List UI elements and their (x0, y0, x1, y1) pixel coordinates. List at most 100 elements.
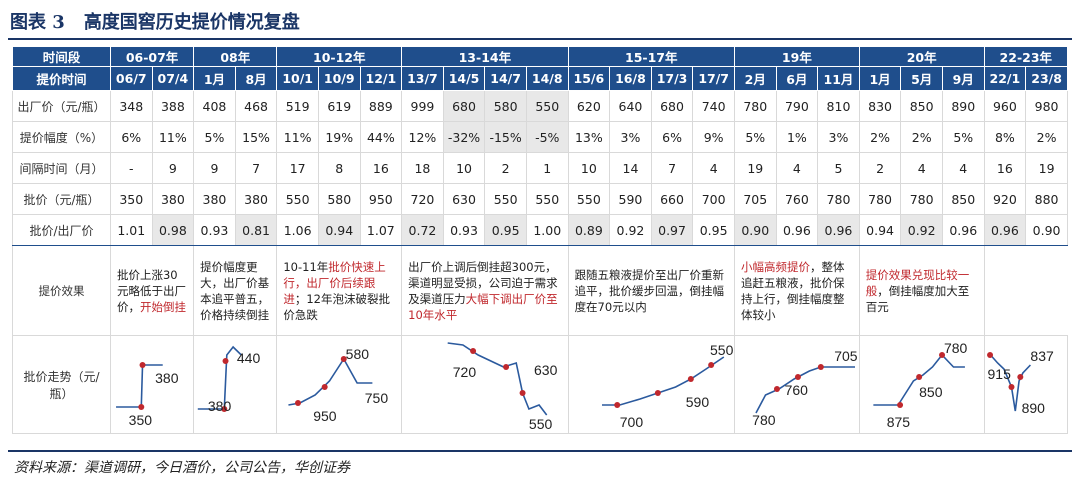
period-header-cell: 15-17年 (567, 46, 735, 67)
trend-point (503, 363, 510, 370)
trend-value-label: 890 (1021, 400, 1045, 416)
trend-line (873, 353, 965, 406)
trend-point (470, 347, 477, 354)
period-header-cell: 20年 (858, 46, 985, 67)
table-cell: 0.93 (442, 214, 486, 246)
table-cell: 630 (442, 183, 486, 215)
trend-line (447, 341, 548, 415)
table-cell: 0.96 (775, 214, 819, 246)
table-row: 批价（元/瓶） 350 380 380 380 550 580 950 720 630 550 550… (12, 183, 1068, 215)
trend-line (987, 351, 1031, 411)
effect-row: 提价效果 批价上涨30元略低于出厂价，开始倒挂 提价幅度更大，出厂价基本追平普五，… (12, 245, 1068, 336)
table-cell: 780 (733, 90, 777, 122)
trend-point (794, 373, 801, 380)
table-cell: 780 (858, 183, 902, 215)
price-history-table: 时间段 06-07年 08年 10-12年 13-14年 15-17年 19年 20年 22-… (12, 46, 1069, 434)
trend-point (222, 357, 229, 364)
table-cell: 8% (983, 121, 1027, 153)
table-cell: 16 (359, 152, 403, 184)
effect-text-red: 批价快速上行，出厂价后续跟进 (283, 259, 386, 306)
table-cell: 890 (941, 90, 985, 122)
effect-cell: 提价幅度更大，出厂价基本追平普五，价格持续倒挂 (193, 245, 278, 336)
date-header-cell: 22/1 (983, 66, 1027, 91)
table-cell: 15% (234, 121, 278, 153)
trend-value-label: 550 (529, 416, 553, 432)
row-label: 批价（元/瓶） (12, 183, 111, 215)
trend-point (1008, 383, 1015, 390)
date-header-cell: 17/7 (692, 66, 735, 91)
trend-point (773, 385, 780, 392)
date-header-cell: 15/6 (567, 66, 611, 91)
table-cell: 720 (401, 183, 444, 215)
table-cell: 44% (359, 121, 403, 153)
trend-line (288, 356, 373, 406)
table-cell: 1% (775, 121, 819, 153)
trend-cell: 350 380 (109, 335, 195, 434)
table-cell: 0.93 (193, 214, 236, 246)
trend-cell: 720 630 550 (401, 335, 569, 434)
table-cell: 19 (1025, 152, 1068, 184)
effect-text-red: 开始倒挂 (139, 299, 186, 314)
period-header-cell: 06-07年 (109, 46, 195, 67)
trend-value-label: 720 (453, 364, 477, 380)
table-cell: 0.96 (983, 214, 1027, 246)
trend-point (654, 389, 661, 396)
effect-text-pre: 10-11年 (283, 259, 329, 274)
trend-point (938, 351, 945, 358)
table-row: 出厂价（元/瓶） 348 388 408 468 519 619 889 999 680 580 55… (12, 90, 1068, 122)
table-cell: 17 (276, 152, 319, 184)
trend-cell: 700 590 550 (567, 335, 735, 434)
table-cell: 740 (692, 90, 735, 122)
date-header-cell: 14/8 (525, 66, 569, 91)
date-header-cell: 07/4 (151, 66, 195, 91)
trend-point (139, 361, 146, 368)
price-trend-sparkline: 700 590 550 (601, 342, 734, 430)
table-cell: 0.81 (234, 214, 278, 246)
date-header-cell: 2月 (733, 66, 777, 91)
table-row: 批价/出厂价 1.01 0.98 0.93 0.81 1.06 0.94 1.07 0.72 0.… (12, 214, 1068, 246)
table-cell: - (109, 152, 153, 184)
trend-line (601, 355, 724, 406)
row-label: 间隔时间（月） (12, 152, 111, 184)
trend-row-label: 批价走势（元/瓶） (12, 335, 111, 434)
figure-title-text: 高度国窖历史提价情况复盘 (83, 12, 300, 33)
trend-value-label: 440 (237, 350, 261, 366)
table-cell: 550 (276, 183, 319, 215)
price-trend-sparkline: 380 440 (197, 345, 261, 414)
effect-text-post: ；12年泡沫破裂批价急跌 (283, 291, 390, 322)
row-label: 提价幅度（%） (12, 121, 111, 153)
trend-cell: 780 760 705 (733, 335, 860, 434)
table-cell: 0.95 (484, 214, 527, 246)
table-cell: 0.92 (609, 214, 652, 246)
table-cell: 12% (401, 121, 444, 153)
figure-title-prefix: 图表 3 (10, 12, 66, 33)
table-cell: 0.97 (650, 214, 694, 246)
trend-point (341, 355, 348, 362)
table-cell: 680 (650, 90, 694, 122)
table-cell: 660 (650, 183, 694, 215)
table-cell: 10 (567, 152, 611, 184)
table-cell: 619 (317, 90, 361, 122)
table-cell: 5% (941, 121, 985, 153)
trend-point (1016, 373, 1023, 380)
date-header-cell: 16/8 (609, 66, 652, 91)
effect-cell: 10-11年批价快速上行，出厂价后续跟进；12年泡沫破裂批价急跌 (276, 245, 403, 336)
date-header-cell: 9月 (941, 66, 985, 91)
trend-point (896, 401, 903, 408)
date-header-label: 提价时间 (12, 66, 111, 91)
table-cell: 1.01 (109, 214, 153, 246)
source-note: 资料来源：渠道调研，今日酒价，公司公告，华创证券 (14, 460, 350, 476)
table-cell: 3% (609, 121, 652, 153)
table-cell: 760 (775, 183, 819, 215)
trend-value-label: 380 (155, 370, 179, 386)
table-cell: 0.95 (692, 214, 735, 246)
trend-value-label: 915 (987, 366, 1011, 382)
table-cell: 850 (900, 90, 943, 122)
trend-value-label: 780 (752, 412, 776, 428)
table-cell: 468 (234, 90, 278, 122)
trend-line (197, 345, 243, 410)
trend-value-label: 550 (710, 342, 734, 358)
table-cell: 980 (1025, 90, 1068, 122)
trend-value-label: 380 (208, 398, 232, 414)
table-cell: 580 (484, 90, 527, 122)
